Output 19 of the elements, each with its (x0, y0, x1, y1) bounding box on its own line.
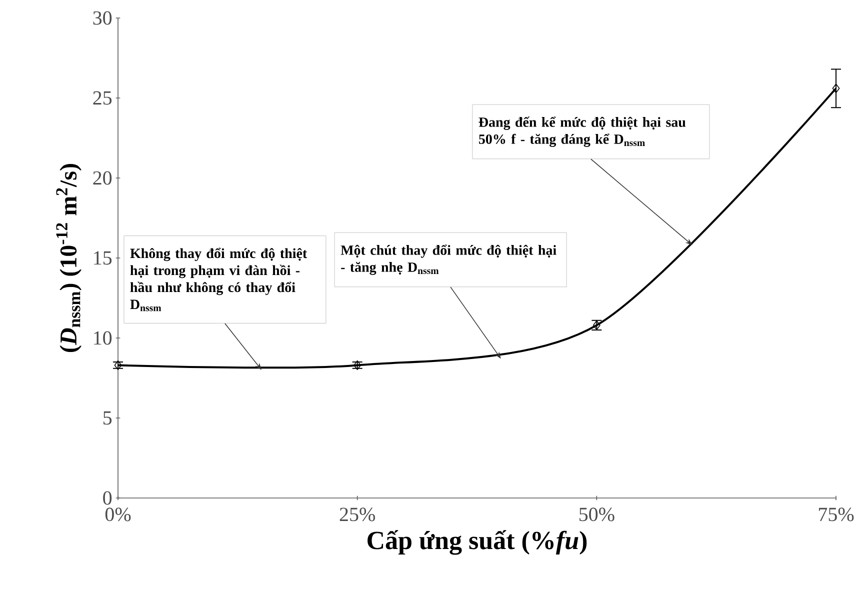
y-tick-label: 5 (104, 411, 112, 425)
x-tick-label: 0% (105, 508, 131, 522)
point (354, 360, 362, 370)
y-tick-label: 10 (94, 331, 112, 345)
annotation: Không thay đổi mức độ thiệt hại trong phạm vi đàn hồi - hầu như không có thay đổi D$_{nssm}$ (130, 248, 308, 312)
y-tick-label: 25 (93, 91, 112, 105)
point (114, 360, 122, 370)
annotation: Đang đến kể mức độ thiệt hại sau 50% f - tăng đáng kể D$_{nssm}$ (478, 116, 686, 147)
x-axis-title: Cấp ứng suất (%fu) (368, 530, 587, 555)
y-tick-label: 30 (93, 11, 112, 25)
x-tick-label: 50% (580, 508, 614, 522)
y-axis-title: (D$_{nssm}$) (10$^{-12}$ m$^{2}$/s) (56, 164, 82, 352)
x-tick-label: 25% (340, 508, 375, 522)
y-tick-label: 15 (94, 251, 112, 265)
y-tick-label: 20 (93, 171, 112, 185)
annotation: Một chút thay đổi mức độ thiệt hại - tăng nhẹ D$_{nssm}$ (340, 244, 556, 275)
y-tick-label: 0 (103, 491, 112, 505)
x-tick-label: 75% (818, 508, 854, 522)
point (832, 84, 840, 94)
